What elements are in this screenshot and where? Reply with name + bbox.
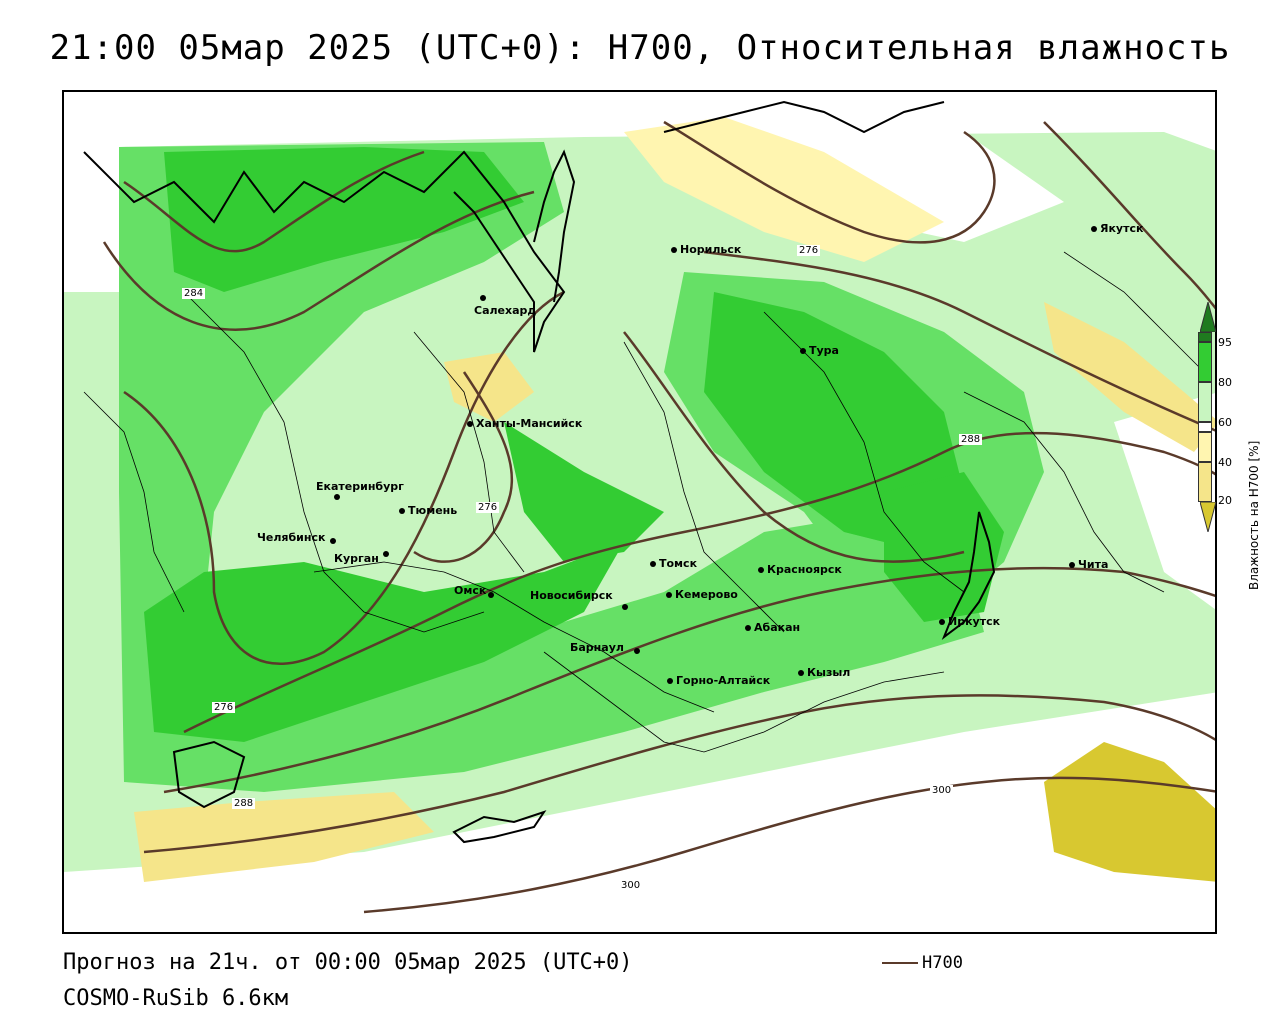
city-marker: Тюмень [399,505,457,517]
legend-tick: 95 [1218,336,1232,349]
isoline-label: 288 [959,434,983,445]
city-marker: Норильск [671,244,741,256]
city-marker: Иркутск [939,616,1000,628]
city-marker: Кемерово [666,589,738,601]
contour-line [143,694,1215,854]
legend-tick: 20 [1218,494,1232,507]
contour-line [413,371,513,563]
city-marker [383,548,392,560]
region-border [413,331,525,573]
isoline-label: 276 [476,502,500,513]
contour-key: H700 [882,953,963,973]
region-border [313,561,715,713]
isoline-label: 284 [182,288,206,299]
legend-arrow-up-icon [1200,302,1216,332]
city-marker: Томск [650,558,697,570]
contour-key-line [882,962,918,964]
city-marker [634,645,643,657]
legend-swatch-95 [1198,332,1212,342]
city-marker: Тура [800,345,839,357]
city-label: Челябинск [257,531,326,544]
contour-line [1043,121,1215,310]
city-marker [330,535,339,547]
city-label: Екатеринбург [316,480,404,493]
contour-line [663,120,996,244]
coastline-caspian [172,740,246,809]
legend-swatch-60 [1198,382,1212,422]
legend-title: Влажность на H700 [%] [1247,440,1261,590]
coastline-taimyr [663,100,945,134]
map-area[interactable]: 284 276 276 288 276 288 300 300 Норильск… [62,90,1217,934]
city-label: Барнаул [570,641,624,654]
contour-line [623,331,965,563]
coastline-yamal [533,149,576,303]
coastline-north [83,150,566,353]
region-border [543,651,945,753]
isoline-label: 276 [212,702,236,713]
dry-zone-yellow-north [624,117,944,262]
region-borders [83,251,1205,753]
isoline-label: 288 [232,798,256,809]
contour-line [703,250,1215,432]
region-border [763,311,965,593]
humidity-legend: 95 80 60 40 20 [1198,302,1258,592]
city-marker [334,491,343,503]
humidity-zone-high-center [504,422,664,562]
city-label: Курган [334,552,379,565]
isoline-label: 300 [619,880,643,891]
humidity-zone-high-east [704,292,964,552]
legend-swatch-50 [1198,422,1212,432]
model-name: COSMO-RuSib 6.6км [63,986,289,1011]
coastlines [83,100,996,844]
region-border [183,291,485,633]
city-label: Омск [454,584,487,597]
contour-line [123,290,565,665]
forecast-info: Прогноз на 21ч. от 00:00 05мар 2025 (UTC… [63,950,633,975]
dry-zone-yellow-se [1044,742,1215,882]
city-marker: Якутск [1091,223,1143,235]
dry-zone-yellow-ne [1044,302,1215,452]
legend-tick: 60 [1218,416,1232,429]
humidity-zone-high-west [144,542,624,742]
contour-line [123,150,425,253]
legend-arrow-down-icon [1200,502,1216,532]
contour-line [363,776,1215,914]
city-marker: Кызыл [798,667,850,679]
region-border [623,341,785,633]
city-marker: Горно-Алтайск [667,675,770,687]
legend-swatch-80 [1198,342,1212,382]
region-border [963,391,1165,593]
city-marker [480,292,489,304]
isoline-label: 276 [797,245,821,256]
city-marker: Ханты-Мансийск [467,418,582,430]
legend-swatch-20 [1198,462,1212,502]
legend-tick: 80 [1218,376,1232,389]
city-marker: Абакан [745,622,800,634]
city-label: Салехард [474,304,537,317]
lake-balkhash [452,810,547,844]
humidity-zone-medium [119,142,984,792]
isoline-label: 300 [930,785,954,796]
region-border [1063,251,1205,373]
dry-zone-yellow-center [444,352,534,422]
contour-line [183,431,1215,734]
map-title: 21:00 05мар 2025 (UTC+0): H700, Относите… [49,28,1231,68]
city-marker [622,601,631,613]
dry-zone-south [64,692,1215,932]
city-marker [488,589,497,601]
region-border [83,391,185,613]
city-marker: Чита [1069,559,1108,571]
city-label: Новосибирск [530,589,613,602]
map-canvas [64,100,1215,932]
lake-baikal [941,511,996,640]
legend-tick: 40 [1218,456,1232,469]
legend-swatch-40 [1198,432,1212,462]
humidity-zone-high-baikal [884,472,1004,622]
contour-line [102,190,535,331]
city-marker: Красноярск [758,564,842,576]
